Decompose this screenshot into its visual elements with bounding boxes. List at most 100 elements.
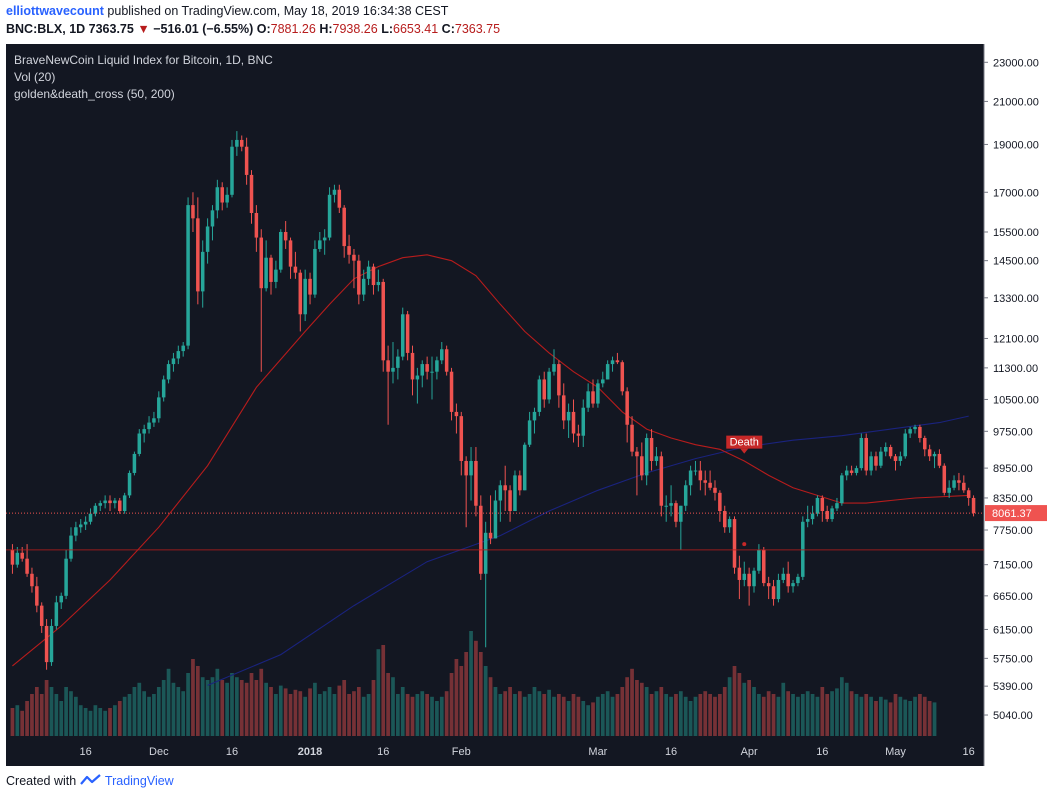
candle	[883, 442, 888, 457]
candle	[391, 342, 395, 384]
candle	[508, 485, 512, 522]
candle	[635, 447, 639, 496]
candle	[420, 360, 425, 388]
candle-body	[820, 497, 825, 512]
candle	[483, 521, 488, 648]
volume-bar	[674, 694, 678, 736]
candle-body	[801, 521, 805, 577]
y-tick-label: 14500.00	[993, 256, 1039, 268]
change-arrow-icon: ▼	[137, 22, 150, 36]
candle	[503, 465, 507, 512]
candle	[630, 416, 634, 457]
volume-bar	[30, 694, 34, 736]
candle	[820, 495, 825, 522]
candle-body	[913, 426, 917, 430]
candle-body	[410, 352, 415, 380]
candle-body	[181, 345, 185, 352]
volume-bar	[10, 708, 15, 736]
candle-body	[649, 437, 654, 461]
candle-body	[332, 189, 337, 195]
x-tick-label: 16	[665, 746, 677, 758]
candle	[810, 505, 815, 525]
candle	[561, 383, 566, 430]
candle-body	[493, 500, 498, 539]
volume-bar	[464, 652, 469, 736]
volume-bar	[615, 694, 620, 736]
volume-bar	[410, 696, 415, 736]
candle	[357, 254, 361, 305]
candle-body	[137, 433, 142, 454]
candle	[766, 576, 771, 600]
candle-body	[196, 218, 200, 292]
candle-body	[88, 513, 93, 522]
volume-bar	[805, 691, 810, 736]
volume-bar	[522, 696, 527, 736]
candle-body	[835, 503, 839, 509]
candle-body	[376, 281, 381, 286]
ma50-line	[12, 254, 969, 667]
candle-body	[54, 602, 59, 626]
candle	[35, 576, 39, 613]
candle-body	[566, 411, 571, 421]
tradingview-link[interactable]: TradingView	[104, 774, 174, 788]
candle	[381, 278, 385, 372]
candle	[49, 619, 54, 666]
candle	[771, 579, 776, 606]
candle-body	[596, 383, 600, 404]
volume-bar	[586, 705, 590, 736]
open-label: O:	[256, 22, 271, 36]
candle-body	[440, 349, 444, 361]
candle-body	[15, 552, 20, 565]
volume-bar	[200, 677, 205, 736]
y-tick-label: 5750.00	[993, 653, 1033, 665]
candle	[654, 447, 659, 466]
candle-body	[810, 513, 815, 520]
candle	[430, 356, 434, 400]
candle-body	[176, 351, 181, 359]
candle-body	[298, 272, 303, 315]
volume-bar	[244, 682, 249, 736]
volume-bar	[39, 694, 44, 736]
volume-bar	[761, 696, 766, 736]
x-tick-label: 16	[816, 746, 828, 758]
y-tick-label: 19000.00	[993, 139, 1039, 151]
candle	[147, 416, 151, 434]
y-tick-label: 8950.00	[993, 463, 1033, 475]
candle-body	[239, 139, 244, 147]
volume-bar	[478, 652, 483, 736]
volume-bar	[64, 687, 68, 736]
candle	[757, 544, 761, 574]
candle	[576, 424, 581, 448]
volume-bar	[766, 691, 771, 736]
candle-body	[20, 552, 24, 559]
candle-body	[366, 266, 371, 279]
volume-bar	[308, 688, 312, 736]
candle-body	[449, 371, 454, 412]
candle	[683, 480, 688, 512]
volume-bar	[376, 649, 381, 736]
volume-bar	[571, 694, 576, 736]
candle	[747, 567, 751, 606]
candle	[15, 546, 20, 568]
candle-body	[415, 375, 420, 380]
author-link[interactable]: elliottwavecount	[6, 4, 104, 18]
volume-bar	[274, 694, 278, 736]
candle-body	[869, 456, 873, 471]
candle	[615, 352, 620, 365]
candle	[601, 371, 605, 388]
volume-bar	[259, 668, 264, 736]
candle	[908, 426, 912, 438]
candle-body	[205, 226, 210, 252]
volume-bar	[610, 696, 615, 736]
candle	[547, 367, 551, 404]
publish-info: elliottwavecount published on TradingVie…	[6, 4, 448, 18]
price-chart[interactable]: Death 5040.00 5390.00 5750.00 6150.00 6650.0…	[6, 44, 1047, 766]
volume-bar	[581, 701, 586, 736]
volume-bar	[225, 682, 229, 736]
candle-body	[791, 583, 795, 587]
volume-bar	[669, 696, 673, 736]
volume-bar	[347, 694, 351, 736]
candle	[298, 269, 303, 332]
chart-frame[interactable]: Death 5040.00 5390.00 5750.00 6150.00 6650.0…	[6, 44, 1047, 766]
candle-body	[713, 487, 717, 493]
